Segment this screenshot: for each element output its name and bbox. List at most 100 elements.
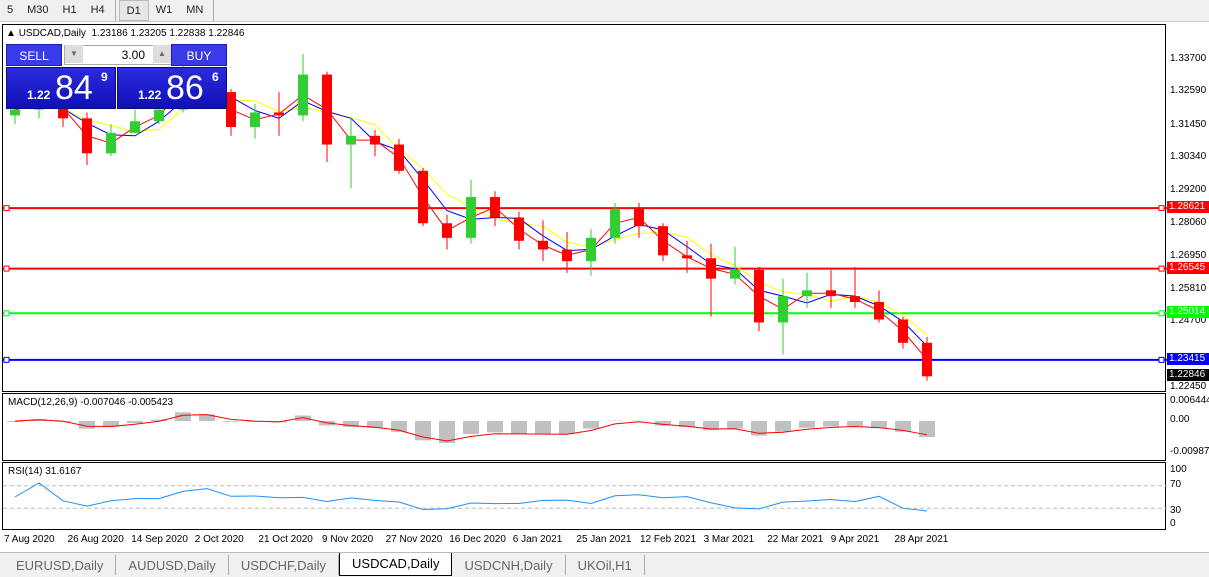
rsi-panel[interactable] xyxy=(2,462,1167,530)
buy-price-main: 86 xyxy=(166,69,204,107)
macd-histogram-bar xyxy=(919,421,935,438)
price-tick: 1.24700 xyxy=(1170,315,1207,327)
candle-body xyxy=(274,112,284,116)
rsi-line xyxy=(14,482,928,512)
macd-histogram-bar xyxy=(535,421,551,435)
candle-body xyxy=(106,132,116,154)
rsi-label: RSI(14) 31.6167 xyxy=(8,466,82,477)
price-tick: 1.22450 xyxy=(1170,381,1207,392)
tab-usdcnh-daily[interactable]: USDCNH,Daily xyxy=(452,555,566,575)
sell-price-pip: 9 xyxy=(101,70,108,84)
candle-body xyxy=(898,319,908,343)
rsi-tick: 100 xyxy=(1170,464,1187,475)
one-click-trading-panel: SELL 3.00 ▼ ▲ BUY 1.22 84 9 1.22 86 6 xyxy=(6,44,227,109)
tab-ukoil-h1[interactable]: UKOil,H1 xyxy=(566,555,645,575)
macd-histogram-bar xyxy=(751,421,767,436)
macd-signal-line xyxy=(14,414,928,442)
candle-body xyxy=(346,135,356,145)
candle-body xyxy=(226,92,236,128)
candle-body xyxy=(658,226,668,256)
lot-decrease-icon[interactable]: ▼ xyxy=(65,45,83,63)
date-label: 21 Oct 2020 xyxy=(258,534,313,545)
timeframe-mn[interactable]: MN xyxy=(186,4,204,16)
candle-body xyxy=(922,342,932,377)
candle-body xyxy=(586,237,596,262)
macd-label: MACD(12,26,9) -0.007046 -0.005423 xyxy=(8,397,174,408)
candle-body xyxy=(130,121,140,133)
date-label: 2 Oct 2020 xyxy=(194,534,244,545)
candle-body xyxy=(706,258,716,279)
hline-price-tag: 1.28621 xyxy=(1167,201,1209,214)
candle-body xyxy=(634,208,644,227)
macd-histogram-bar xyxy=(79,421,95,429)
date-label: 9 Apr 2021 xyxy=(830,534,880,545)
candle-body xyxy=(250,112,260,128)
candle-body xyxy=(298,74,308,116)
macd-histogram-bar xyxy=(367,421,383,429)
timeframe-h4[interactable]: H4 xyxy=(90,4,105,16)
tab-eurusd-daily[interactable]: EURUSD,Daily xyxy=(4,555,117,575)
timeframe-5[interactable]: 5 xyxy=(7,4,14,16)
macd-histogram-bar xyxy=(703,421,719,431)
price-tick: 1.25810 xyxy=(1170,283,1207,295)
candle-body xyxy=(514,217,524,241)
macd-histogram-bar xyxy=(775,421,791,432)
timeframe-w1[interactable]: W1 xyxy=(155,4,173,16)
sell-price[interactable]: 1.22 84 9 xyxy=(6,67,116,109)
timeframe-h1[interactable]: H1 xyxy=(62,4,77,16)
line-handle xyxy=(3,356,10,363)
line-handle xyxy=(3,205,10,212)
buy-price-prefix: 1.22 xyxy=(138,88,162,102)
rsi-tick: 0 xyxy=(1170,518,1176,529)
date-label: 12 Feb 2021 xyxy=(640,534,697,545)
buy-price[interactable]: 1.22 86 6 xyxy=(117,67,227,109)
macd-panel[interactable] xyxy=(2,393,1166,461)
candle-body xyxy=(370,135,380,145)
price-tick: 1.33700 xyxy=(1170,53,1207,64)
macd-histogram-bar xyxy=(127,421,143,424)
sell-price-main: 84 xyxy=(55,69,93,107)
candle-body xyxy=(874,301,884,320)
candle-body xyxy=(82,118,92,154)
tab-audusd-daily[interactable]: AUDUSD,Daily xyxy=(116,555,229,575)
macd-histogram-bar xyxy=(223,421,239,422)
candle-body xyxy=(538,240,548,250)
buy-button[interactable]: BUY xyxy=(171,44,227,66)
macd-histogram-bar xyxy=(343,421,359,427)
timeframe-m30[interactable]: M30 xyxy=(27,4,49,16)
sell-price-prefix: 1.22 xyxy=(27,88,51,102)
price-tick: 1.28060 xyxy=(1170,217,1207,229)
symbol-label: USDCAD,Daily xyxy=(18,28,86,39)
lot-size-input[interactable]: 3.00 xyxy=(64,45,172,65)
macd-tick: 0.006444 xyxy=(1170,395,1209,406)
date-label: 25 Jan 2021 xyxy=(576,534,632,545)
line-handle xyxy=(1158,356,1165,363)
candle-body xyxy=(850,296,860,302)
line-handle xyxy=(3,310,10,317)
lot-increase-icon[interactable]: ▲ xyxy=(153,45,171,63)
candle-body xyxy=(778,296,788,323)
hline-price-tag: 1.26545 xyxy=(1167,261,1209,274)
candle-body xyxy=(730,269,740,279)
sell-button[interactable]: SELL xyxy=(6,44,62,66)
tab-usdcad-daily[interactable]: USDCAD,Daily xyxy=(339,553,453,576)
candle-body xyxy=(490,197,500,218)
line-handle xyxy=(1158,205,1165,212)
date-label: 3 Mar 2021 xyxy=(703,534,755,545)
macd-histogram-bar xyxy=(511,421,527,435)
ohlc-readout: 1.23186 1.23205 1.22838 1.22846 xyxy=(91,28,245,39)
macd-histogram-bar xyxy=(823,421,839,427)
candle-body xyxy=(394,144,404,171)
price-tick: 1.32590 xyxy=(1170,85,1207,97)
date-label: 14 Sep 2020 xyxy=(131,534,188,545)
macd-histogram-bar xyxy=(655,421,671,426)
macd-tick: 0.00 xyxy=(1170,414,1190,425)
date-label: 6 Jan 2021 xyxy=(512,534,563,545)
macd-histogram-bar xyxy=(295,415,311,421)
date-label: 27 Nov 2020 xyxy=(385,534,443,545)
candle-body xyxy=(562,249,572,262)
tab-usdchf-daily[interactable]: USDCHF,Daily xyxy=(229,555,340,575)
candle-body xyxy=(610,208,620,238)
timeframe-d1[interactable]: D1 xyxy=(118,0,149,21)
